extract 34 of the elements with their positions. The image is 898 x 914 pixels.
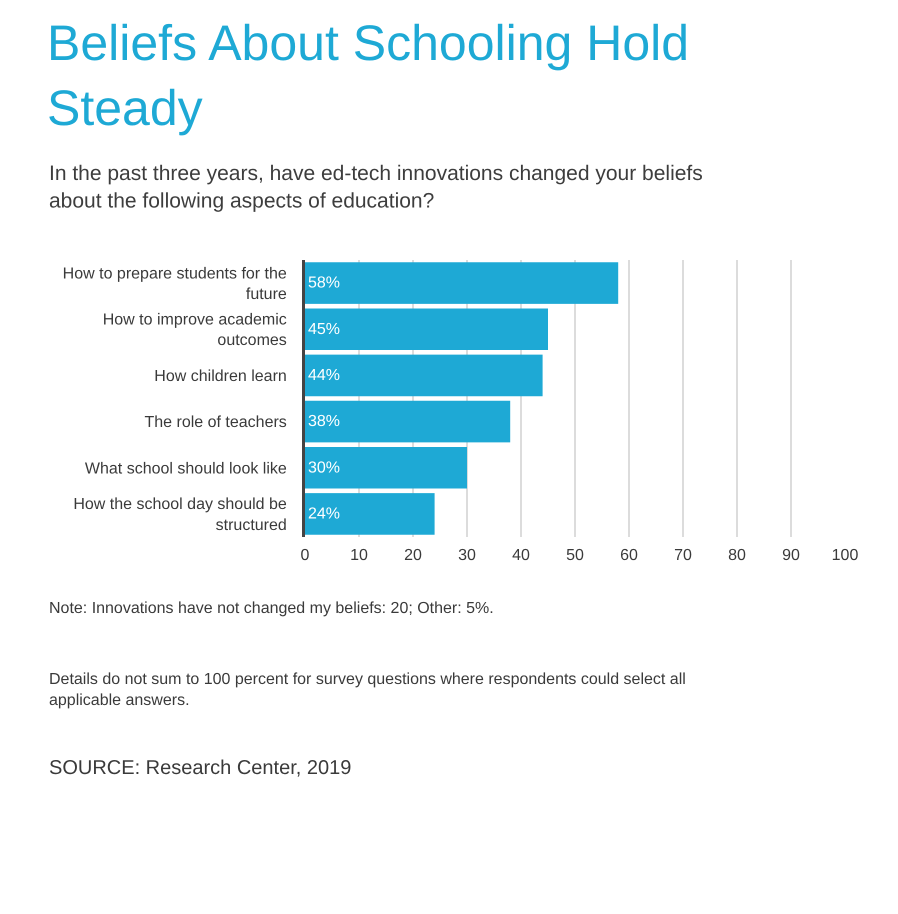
x-tick-label: 60 (620, 547, 638, 564)
bar (305, 262, 618, 304)
x-tick-label: 70 (674, 547, 692, 564)
y-tick-label: How to improve academic outcomes (102, 311, 287, 350)
chart-title: Beliefs About Schooling Hold Steady (47, 15, 690, 136)
x-tick-label: 0 (300, 547, 310, 564)
bar (305, 446, 467, 489)
x-tick-label: 30 (458, 547, 476, 564)
y-tick-label: How to prepare students for the future (62, 265, 287, 304)
bar (305, 308, 548, 350)
bar (305, 400, 510, 442)
x-tick-label: 90 (782, 547, 800, 564)
y-tick-label: How the school day should be structured (73, 496, 287, 534)
data-label: 24% (308, 505, 340, 522)
data-label: 58% (308, 274, 340, 292)
y-tick-label: What school should look like (84, 460, 287, 478)
source-note: SOURCE: Research Center, 2019 (49, 757, 352, 779)
data-label: 30% (308, 459, 340, 476)
chart-subtitle: In the past three years, have ed-tech innovations changed your beliefs about the following aspects of education? (49, 162, 703, 212)
data-label: 45% (308, 320, 340, 338)
x-tick-label: 50 (566, 547, 584, 564)
x-tick-label: 40 (512, 547, 530, 564)
x-tick-label: 10 (350, 547, 368, 564)
x-tick-label: 80 (728, 547, 746, 564)
y-tick-label: The role of teachers (144, 414, 287, 432)
x-tick-label: 20 (404, 547, 422, 564)
x-tick-label: 100 (832, 547, 858, 564)
data-label: 38% (308, 413, 340, 430)
bar (305, 354, 543, 396)
text: Details do not sum to 100 percent for survey questions where respondents could select all applicable answers. (49, 671, 686, 709)
bar (305, 493, 435, 535)
y-tick-label: How children learn (154, 368, 287, 386)
data-label: 44% (308, 366, 340, 384)
text: Note: Innovations have not changed my beliefs: 20; Other: 5%. (49, 600, 494, 617)
